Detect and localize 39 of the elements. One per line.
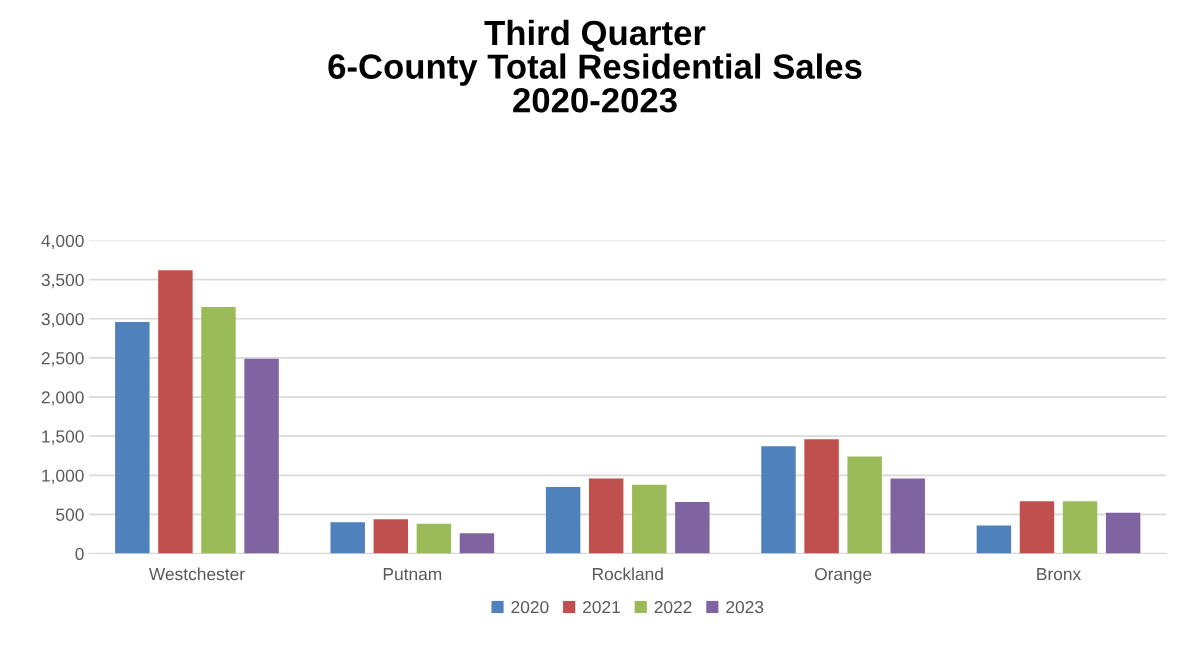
legend-label: 2023 <box>726 600 764 614</box>
y-tick-label: 500 <box>56 508 84 521</box>
y-tick-label: 3,000 <box>41 312 84 328</box>
legend-label: 2022 <box>654 600 692 614</box>
bar <box>761 446 796 554</box>
y-tick-label: 3,500 <box>41 273 84 289</box>
legend-label: 2021 <box>583 600 620 614</box>
bar <box>115 321 150 554</box>
bar <box>1105 512 1141 554</box>
bar <box>244 358 279 554</box>
x-tick-label: Bronx <box>1037 568 1081 581</box>
bar <box>847 456 882 554</box>
legend-label: 2020 <box>511 600 549 614</box>
y-tick-label: 2,500 <box>41 352 84 367</box>
bar <box>804 439 839 554</box>
bar <box>976 525 1012 554</box>
bar <box>201 307 236 554</box>
bar <box>416 523 452 554</box>
y-tick-label: 1,500 <box>42 430 84 445</box>
bar <box>675 501 710 554</box>
bar <box>459 533 495 554</box>
chart-title: Third Quarter 6-County Total Residential Sales 2020-2023 <box>328 19 862 113</box>
bar <box>588 478 624 554</box>
bar <box>158 270 193 554</box>
bar <box>545 487 581 554</box>
bar <box>632 484 667 554</box>
x-tick-label: Orange <box>814 567 872 584</box>
y-tick-label: 4,000 <box>41 234 84 250</box>
bar <box>373 519 409 554</box>
bar <box>330 522 365 554</box>
bar <box>890 478 925 554</box>
y-tick-label: 2,000 <box>41 391 84 406</box>
bar <box>1062 501 1098 554</box>
y-tick-label: 1,000 <box>42 469 84 484</box>
x-tick-label: Westchester <box>148 567 245 581</box>
x-tick-label: Rockland <box>592 567 663 581</box>
bar <box>1019 501 1055 554</box>
y-tick-label: 0 <box>75 547 84 561</box>
x-tick-label: Putnam <box>383 568 442 581</box>
